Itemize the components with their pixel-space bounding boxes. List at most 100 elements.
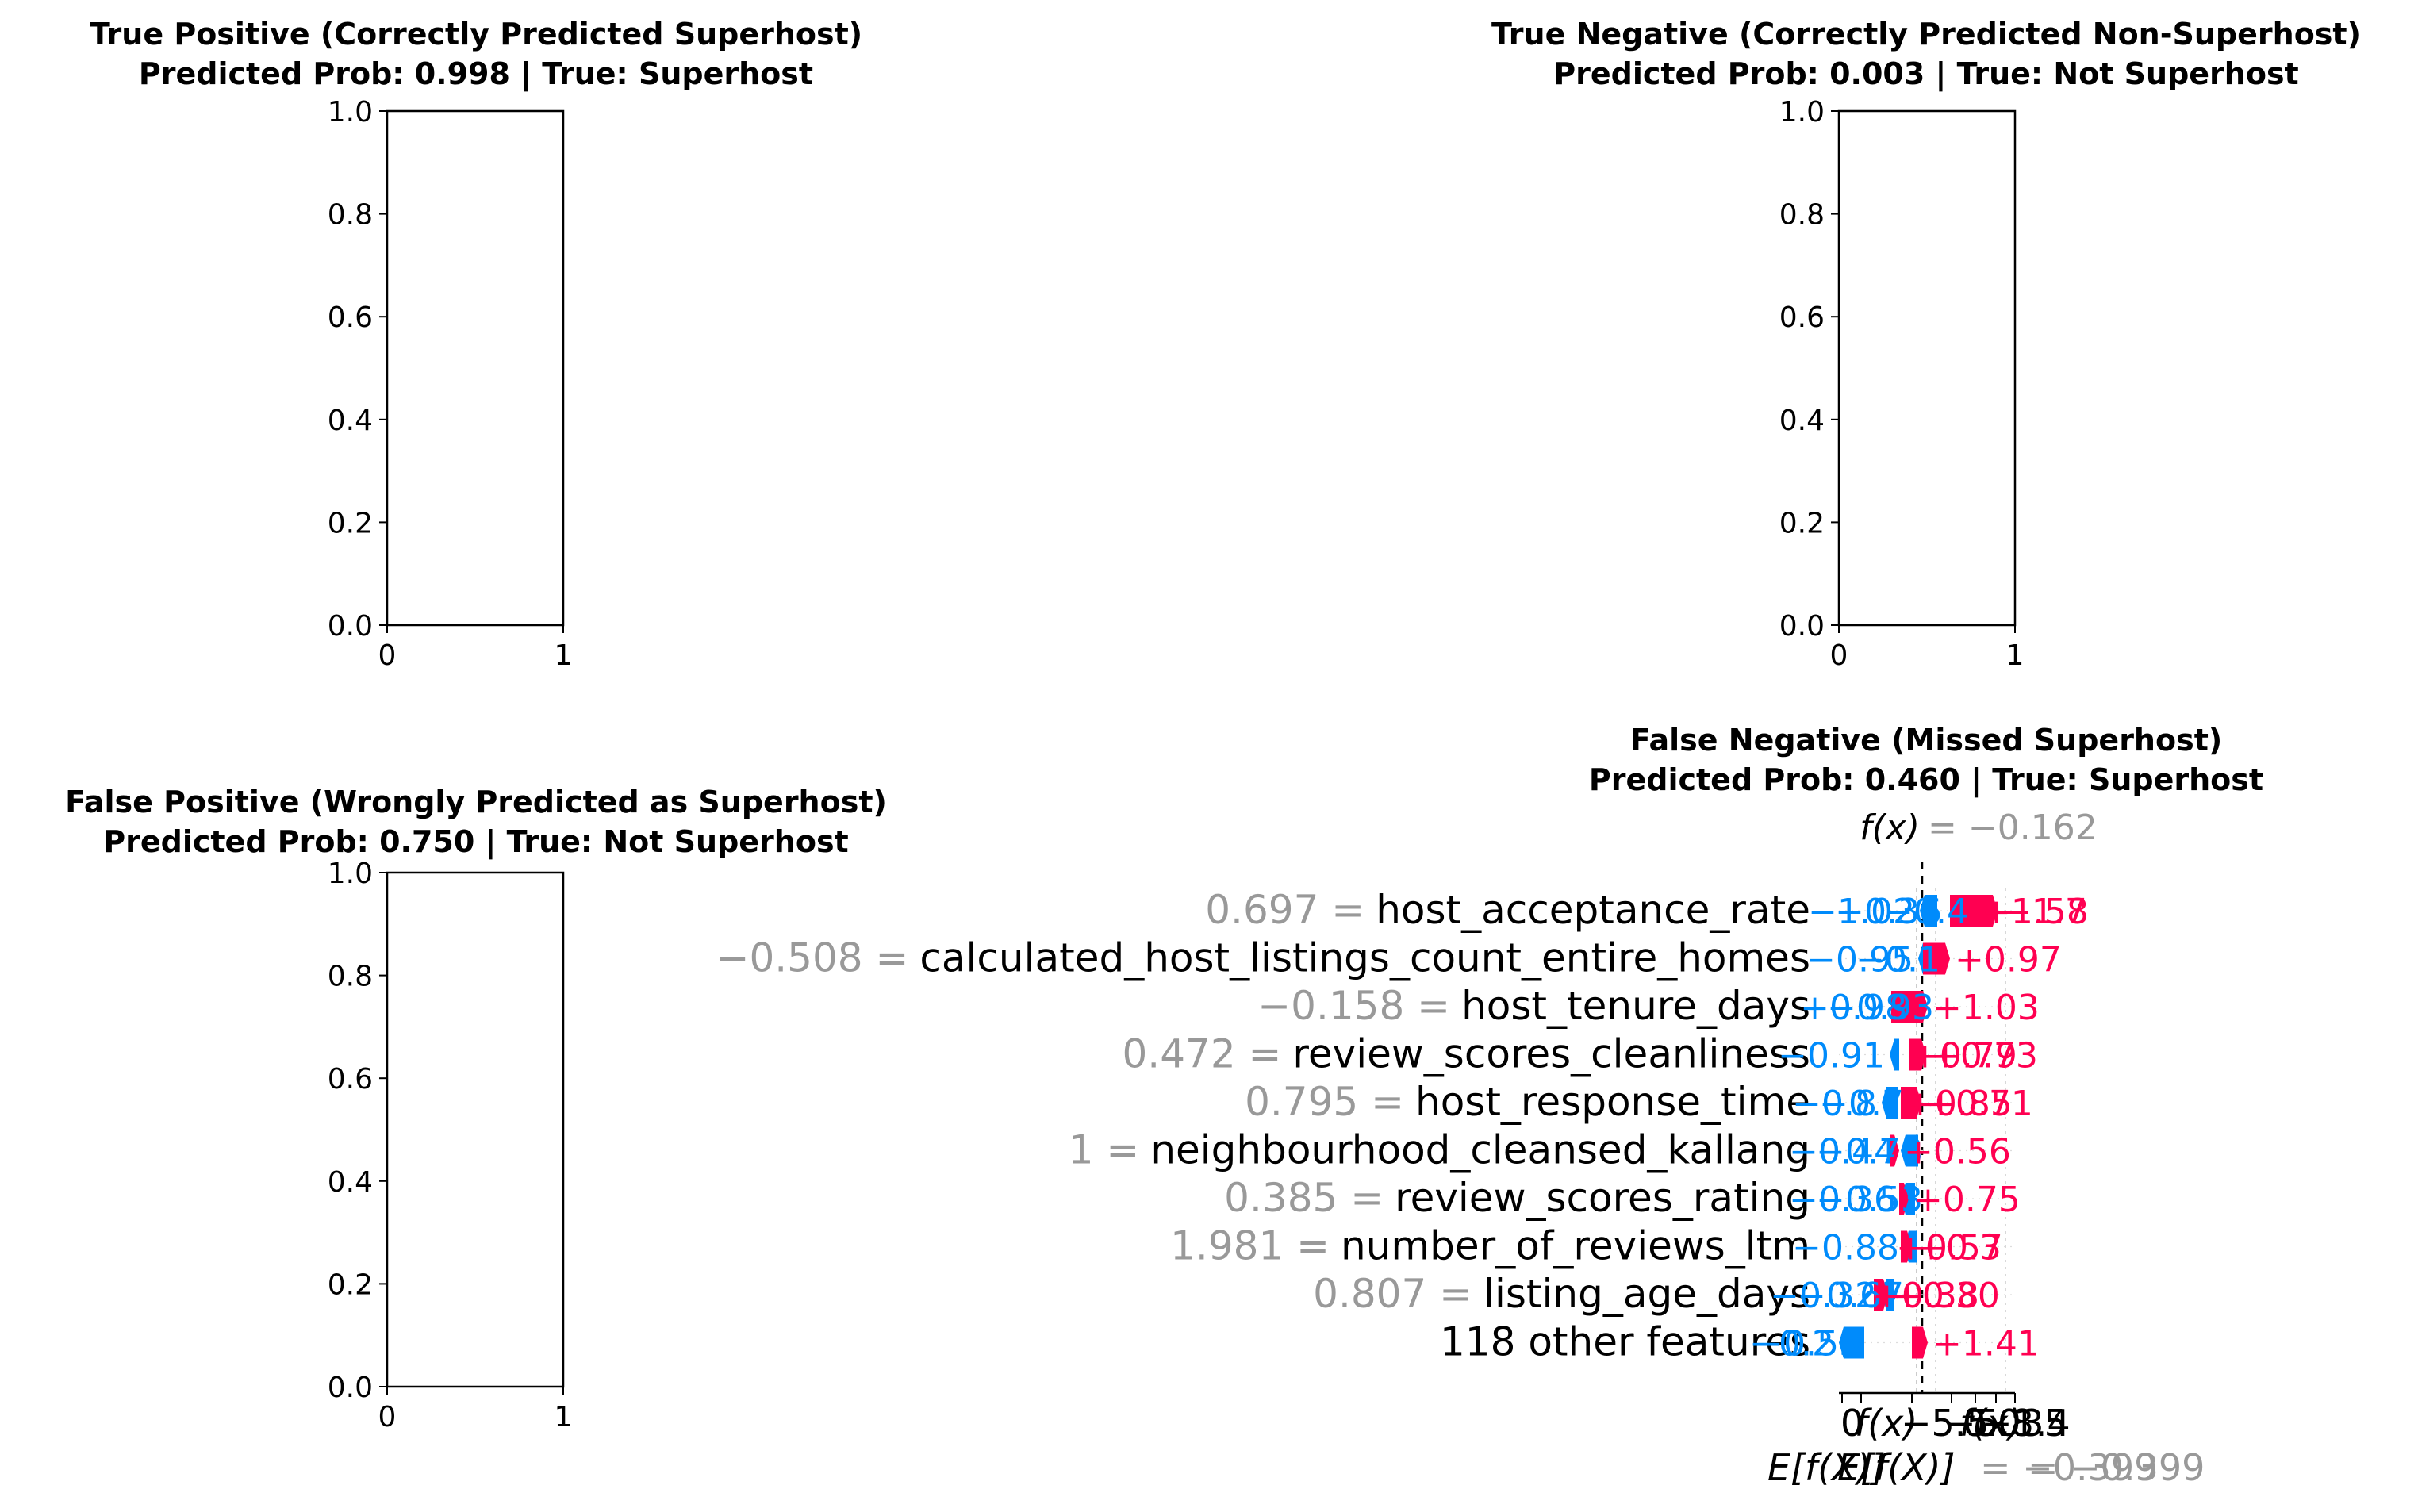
panel-subtitle: Predicted Prob: 0.750 | True: Not Superh… [103, 824, 848, 860]
y-tick-label: 0.8 [328, 199, 373, 232]
negative-value-label: −0.36 [1835, 892, 1942, 932]
x-tick-label: 0 [378, 639, 397, 672]
positive-bar [1891, 991, 1928, 1023]
expected-value-label: E[f(X)] [1837, 1446, 1956, 1489]
panel-title: False Positive (Wrongly Predicted as Sup… [65, 785, 887, 819]
y-tick-label: 0.6 [328, 1063, 373, 1096]
y-tick-label: 0.0 [328, 1372, 373, 1404]
y-tick-label: 0.2 [1779, 507, 1825, 539]
positive-bar [1874, 1279, 1888, 1311]
feature-value: 1 = [1069, 1127, 1140, 1173]
panel-true-positive: True Positive (Correctly Predicted Super… [90, 17, 862, 672]
expected-value-label: E[f(X)] [1767, 1446, 1886, 1489]
y-tick-label: 0.2 [328, 507, 373, 539]
positive-bar [1901, 1087, 1921, 1119]
negative-value-label: −0.53 [1816, 1180, 1923, 1220]
positive-value-label: +0.71 [1926, 1084, 2033, 1124]
feature-value: 0.385 = [1224, 1175, 1384, 1221]
positive-bar [1912, 1326, 1928, 1359]
feature-value: −0.508 = [716, 935, 909, 981]
x-tick-label: −1.4 [1982, 1402, 2071, 1445]
x-tick-label: 1 [2006, 639, 2025, 672]
y-tick-label: 1.0 [328, 858, 373, 890]
feature-name: host_acceptance_rate [1376, 887, 1810, 933]
positive-value-label: +1.58 [1982, 892, 2089, 932]
negative-value-label: −0.36 [1789, 1180, 1896, 1220]
feature-name: calculated_host_listings_count_entire_ho… [919, 935, 1810, 981]
negative-value-label: −0.67 [1797, 1276, 1904, 1316]
positive-value-label: +1.41 [1932, 1324, 2040, 1364]
panel-title: True Negative (Correctly Predicted Non-S… [1491, 17, 2361, 52]
axes-frame [1837, 109, 2017, 627]
y-tick-label: 0.8 [1779, 199, 1825, 232]
axes-frame [386, 109, 565, 627]
y-axis: 0.0 0.2 0.4 0.6 0.8 1.0 [328, 96, 387, 643]
feature-value: 0.697 = [1205, 887, 1364, 933]
feature-name: review_scores_cleanliness [1292, 1031, 1810, 1077]
negative-value-label: −0.32 [1770, 1276, 1877, 1316]
feature-labels: 0.697 = host_acceptance_rate −0.508 = calcu… [716, 887, 1810, 1365]
positive-bar [1923, 942, 1950, 975]
positive-value-label: +0.75 [1913, 1180, 2021, 1220]
x-axis: 0f(x)−5.5−5.8f(x)−1.40.035 [1840, 1393, 2071, 1445]
negative-value-label: −0.93 [1827, 988, 1934, 1028]
positive-bar [1899, 1183, 1909, 1215]
negative-value-label: −0.91 [1778, 1036, 1885, 1076]
negative-value-label: −0.55 [1754, 1324, 1861, 1364]
x-tick-label: 0 [1830, 639, 1848, 672]
feature-name: host_tenure_days [1461, 983, 1810, 1029]
negative-bar [1839, 1326, 1864, 1359]
positive-value-label: +0.56 [1904, 1132, 2011, 1172]
panel-title: False Negative (Missed Superhost) [1630, 723, 2223, 758]
negative-value-label: −0.8 [1792, 1084, 1877, 1124]
negative-bar [1901, 1134, 1918, 1167]
negative-value-label: −0.78 [1816, 1132, 1923, 1172]
negative-value-label: +0.98 [1800, 988, 1907, 1028]
y-tick-label: 0.0 [1779, 610, 1825, 643]
panel-false-positive: False Positive (Wrongly Predicted as Sup… [65, 785, 887, 1433]
y-tick-label: 0.6 [328, 301, 373, 334]
y-tick-label: 0.2 [328, 1268, 373, 1301]
panel-false-negative: False Negative (Missed Superhost) Predic… [716, 723, 2264, 1489]
x-tick-label: 1 [555, 1401, 573, 1433]
panel-true-negative: True Negative (Correctly Predicted Non-S… [1491, 17, 2361, 672]
feature-value: 0.472 = [1122, 1031, 1281, 1077]
x-tick-label: 0 [378, 1401, 397, 1433]
y-tick-label: 0.4 [328, 1166, 373, 1199]
y-tick-label: 1.0 [328, 96, 373, 129]
positive-value-label: +0.85 [1906, 1084, 2013, 1124]
positive-bar [1901, 1230, 1912, 1263]
panel-subtitle: Predicted Prob: 0.003 | True: Not Superh… [1553, 56, 2298, 92]
positive-value-label: +1.03 [1932, 988, 2040, 1028]
y-tick-label: 0.4 [328, 405, 373, 437]
negative-value-label: −0.7 [1819, 1084, 1904, 1124]
x-tick-label: −5.8 [1945, 1402, 2034, 1445]
expected-value: = −0.399 [2028, 1446, 2205, 1489]
negative-value-label: −0.44 [1789, 1132, 1896, 1172]
x-tick-label: −5.5 [1901, 1402, 1990, 1445]
expected-value: = −0.399 [1980, 1446, 2157, 1489]
y-axis: 0.0 0.2 0.4 0.6 0.8 1.0 [328, 858, 387, 1404]
negative-value-label: −1.02 [1808, 892, 1915, 932]
positive-value-label: +0.3 [1917, 1228, 2002, 1268]
x-tick-label: f(x) [1855, 1402, 1917, 1445]
negative-value-label: −0.2 [1749, 1324, 1834, 1364]
positive-bar [1890, 1134, 1899, 1167]
x-tick-label: 0 [1840, 1402, 1863, 1445]
positive-value-label: −1.7 [2002, 892, 2087, 932]
x-tick-label: f(x) [1959, 1402, 2022, 1445]
feature-name: review_scores_rating [1395, 1175, 1810, 1221]
negative-value-label: −0.95 [1806, 940, 1913, 980]
positive-bar [1909, 1038, 1926, 1071]
feature-name: number_of_reviews_ltm [1341, 1223, 1810, 1269]
positive-value-label: +0.79 [1910, 1036, 2017, 1076]
panel-subtitle: Predicted Prob: 0.998 | True: Superhost [139, 56, 813, 92]
expected-value-labels: E[f(X)]E[f(X)] = −0.399= −0.399 [1767, 1446, 2205, 1489]
panel-title: True Positive (Correctly Predicted Super… [90, 17, 862, 52]
positive-value-label: +0.57 [1896, 1228, 2003, 1268]
waterfall-bars: −1.02−0.36−0.4 −1.7+1.58−0.95−0.1 +0.97+0.… [1749, 892, 2089, 1364]
